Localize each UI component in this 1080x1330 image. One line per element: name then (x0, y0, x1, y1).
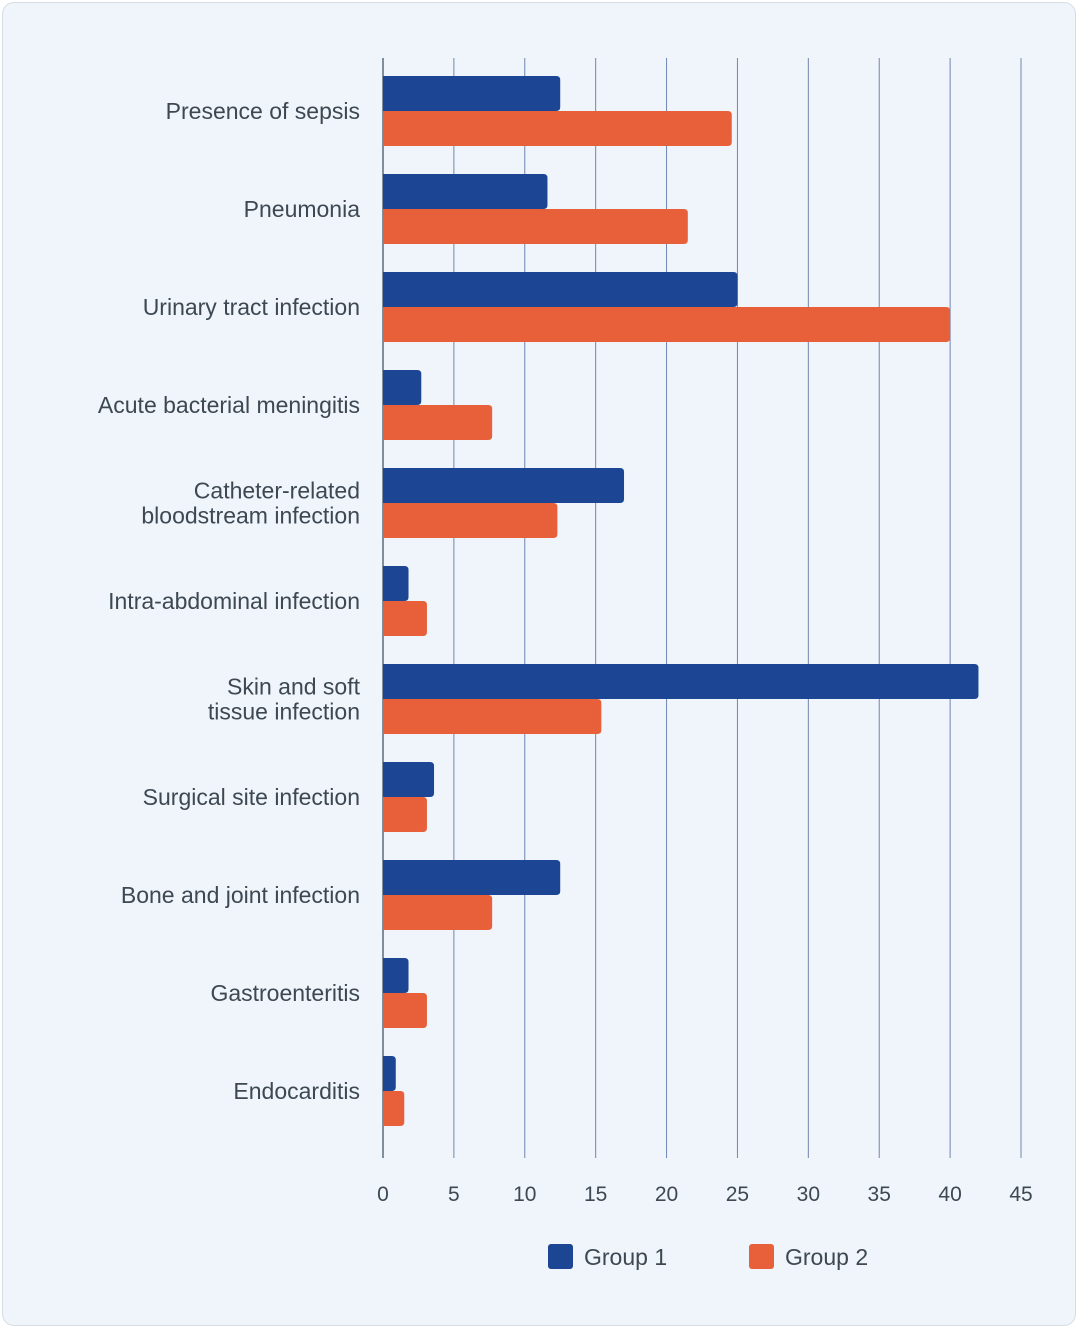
bar-group2 (383, 797, 427, 832)
bar-group1 (383, 174, 548, 209)
bar-group2 (383, 503, 558, 538)
category-label: Surgical site infection (143, 784, 360, 810)
legend-label-group1: Group 1 (584, 1244, 667, 1270)
x-tick-label: 25 (726, 1183, 749, 1206)
bar-group1 (383, 1056, 396, 1091)
bar-group1 (383, 272, 738, 307)
bar-group1 (383, 762, 435, 797)
x-tick-label: 5 (448, 1183, 460, 1206)
x-tick-label: 30 (797, 1183, 820, 1206)
category-labels: Presence of sepsis Pneumonia Urinary tract… (98, 98, 361, 1104)
category-label: Catheter-related (194, 478, 360, 504)
category-label: Pneumonia (244, 196, 361, 222)
category-label: Skin and soft (227, 674, 361, 700)
bar-group2 (383, 993, 427, 1028)
category-label: Endocarditis (233, 1078, 360, 1104)
x-tick-label: 20 (655, 1183, 678, 1206)
legend-swatch-group2 (749, 1244, 774, 1269)
category-label: Gastroenteritis (210, 980, 360, 1006)
bars (383, 76, 979, 1126)
category-label: Urinary tract infection (143, 294, 360, 320)
x-tick-label: 35 (868, 1183, 891, 1206)
bar-group2 (383, 601, 427, 636)
bar-group1 (383, 664, 979, 699)
bar-group1 (383, 370, 422, 405)
bar-group1 (383, 860, 561, 895)
legend-swatch-group1 (548, 1244, 573, 1269)
bar-group2 (383, 1091, 405, 1126)
bar-group2 (383, 307, 951, 342)
legend: Group 1 Group 2 (548, 1244, 868, 1270)
x-tick-label: 0 (377, 1183, 389, 1206)
category-label: tissue infection (208, 699, 360, 725)
category-label: bloodstream infection (141, 503, 360, 529)
x-tick-label: 15 (584, 1183, 607, 1206)
x-tick-label: 40 (938, 1183, 961, 1206)
bar-group2 (383, 209, 688, 244)
x-tick-label: 10 (513, 1183, 536, 1206)
x-tick-label: 45 (1009, 1183, 1032, 1206)
bar-group2 (383, 699, 602, 734)
x-axis-tick-labels: 0 5 10 15 20 25 30 35 40 45 (377, 1183, 1033, 1206)
bar-group2 (383, 111, 732, 146)
bar-group1 (383, 76, 561, 111)
bar-group1 (383, 566, 409, 601)
category-label: Intra-abdominal infection (108, 588, 360, 614)
bar-group2 (383, 405, 493, 440)
category-label: Acute bacterial meningitis (98, 392, 360, 418)
bar-group1 (383, 468, 625, 503)
bar-group1 (383, 958, 409, 993)
legend-label-group2: Group 2 (785, 1244, 868, 1270)
category-label: Bone and joint infection (121, 882, 360, 908)
bar-group2 (383, 895, 493, 930)
category-label: Presence of sepsis (166, 98, 360, 124)
